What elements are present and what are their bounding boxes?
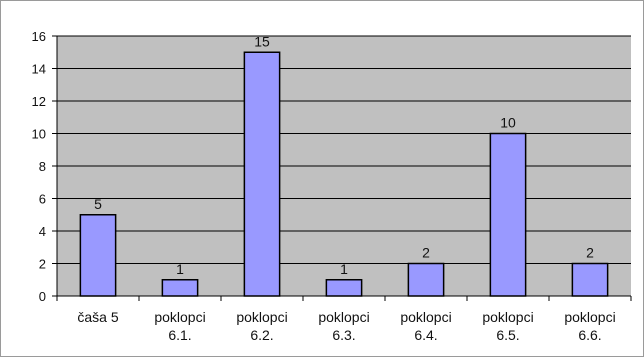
category-label: poklopci 6.6. — [564, 309, 615, 343]
bar — [79, 214, 117, 297]
category-labels: čaša 5 poklopci 6.1. poklopci 6.2. poklopci 6.… — [77, 309, 615, 343]
bar — [325, 279, 363, 297]
bar — [243, 51, 281, 297]
grid-lines — [57, 35, 631, 264]
data-label: 2 — [586, 245, 594, 261]
y-tick-label: 14 — [32, 62, 46, 77]
category-label: čaša 5 — [77, 309, 118, 325]
data-label: 5 — [94, 196, 102, 212]
data-labels: 5 1 15 1 2 10 2 — [94, 33, 594, 277]
y-axis: 0 2 4 6 8 10 12 14 16 — [32, 29, 58, 304]
bars — [79, 51, 609, 297]
bar — [571, 262, 609, 297]
y-tick-label: 8 — [39, 159, 46, 174]
y-tick-label: 10 — [32, 127, 46, 142]
bar — [407, 262, 445, 297]
data-label: 1 — [340, 261, 348, 277]
bar — [161, 279, 199, 297]
category-label: poklopci 6.1. — [154, 309, 205, 343]
y-tick-label: 4 — [39, 224, 46, 239]
y-tick-label: 12 — [32, 94, 46, 109]
data-label: 2 — [422, 245, 430, 261]
y-tick-label: 16 — [32, 29, 46, 44]
category-label: poklopci 6.2. — [236, 309, 287, 343]
data-label: 1 — [176, 261, 184, 277]
category-label: poklopci 6.3. — [318, 309, 369, 343]
y-tick-label: 6 — [39, 192, 46, 207]
y-tick-label: 0 — [39, 289, 46, 304]
bar — [489, 132, 527, 297]
category-label: poklopci 6.4. — [400, 309, 451, 343]
data-label: 15 — [254, 33, 270, 49]
category-label: poklopci 6.5. — [482, 309, 533, 343]
y-tick-label: 2 — [39, 257, 46, 272]
data-label: 10 — [500, 115, 516, 131]
